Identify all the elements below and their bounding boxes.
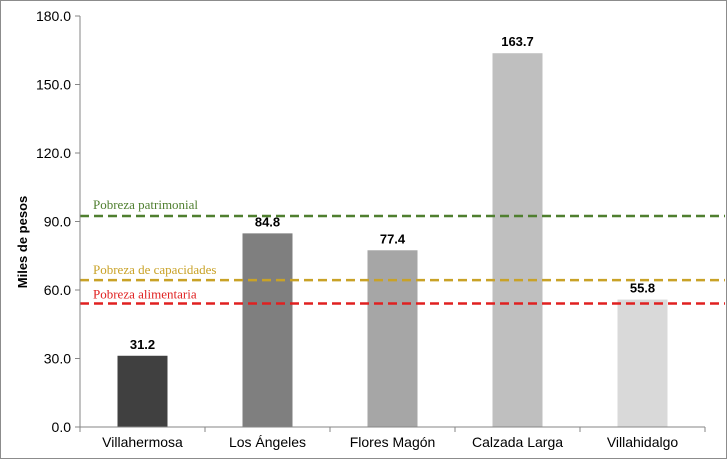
- reference-line-label: Pobreza patrimonial: [93, 197, 198, 212]
- y-tick-label: 180.0: [36, 8, 71, 24]
- x-category-label: Flores Magón: [350, 434, 436, 450]
- bar: [367, 250, 418, 427]
- bar-value-label: 55.8: [630, 281, 655, 296]
- bar-value-label: 163.7: [501, 34, 534, 49]
- bar-value-label: 77.4: [380, 231, 406, 246]
- bar: [492, 53, 543, 428]
- bar-value-label: 84.8: [255, 214, 280, 229]
- y-tick-label: 60.0: [44, 282, 71, 298]
- y-tick-label: 30.0: [44, 351, 71, 367]
- reference-line-label: Pobreza alimentaria: [93, 286, 197, 301]
- x-category-label: Los Ángeles: [229, 434, 306, 450]
- y-axis-title: Miles de pesos: [15, 196, 30, 288]
- bar-value-label: 31.2: [130, 337, 155, 352]
- reference-line-label: Pobreza de capacidades: [93, 262, 216, 277]
- bar: [117, 355, 168, 427]
- y-tick-label: 0.0: [52, 419, 72, 435]
- bar: [617, 299, 668, 427]
- y-tick-label: 150.0: [36, 77, 71, 93]
- bar: [242, 233, 293, 427]
- x-category-label: Calzada Larga: [472, 434, 563, 450]
- x-category-label: Villahermosa: [102, 434, 183, 450]
- y-tick-label: 90.0: [44, 214, 71, 230]
- x-category-label: Villahidalgo: [607, 434, 679, 450]
- y-axis-title-text: Miles de pesos: [15, 196, 30, 288]
- y-tick-label: 120.0: [36, 145, 71, 161]
